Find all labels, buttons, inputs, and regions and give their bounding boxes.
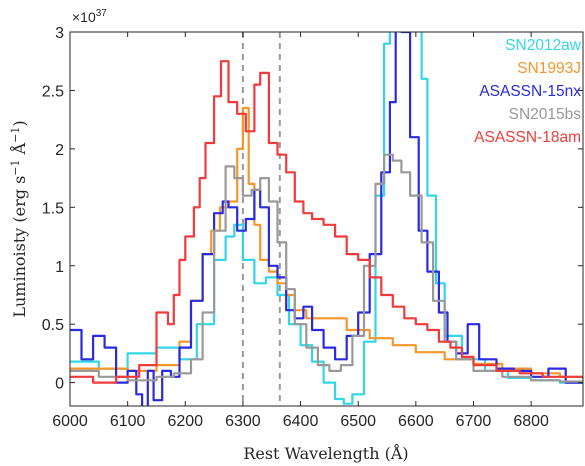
legend-entry: SN1993J: [517, 60, 581, 77]
x-tick-label: 6400: [283, 413, 319, 430]
y-axis: 0 0.5 1 1.5 2 2.5 3: [42, 25, 583, 393]
series-line-asassn-18am: [70, 60, 583, 384]
legend-entry: ASASSN-18am: [474, 129, 581, 146]
y-multiplier: ×1037: [72, 8, 107, 25]
y-tick-label: 1.5: [42, 200, 64, 217]
y-tick-label: 3: [55, 25, 64, 42]
y-tick-label: 2: [55, 142, 64, 159]
legend-entry: ASASSN-15nx: [479, 83, 581, 100]
legend: SN2012aw SN1993J ASASSN-15nx SN2015bs ASASSN…: [474, 37, 582, 146]
legend-entry: SN2012aw: [505, 37, 582, 54]
x-tick-label: 6500: [340, 413, 376, 430]
x-tick-label: 6800: [513, 413, 549, 430]
x-tick-label: 6100: [110, 413, 146, 430]
x-tick-label: 6000: [52, 413, 88, 430]
legend-entry: SN2015bs: [509, 106, 582, 123]
y-tick-label: 2.5: [42, 83, 64, 100]
y-tick-label: 0.5: [42, 317, 64, 334]
x-axis-title: Rest Wavelength (Å): [243, 443, 408, 463]
spectra-series: [70, 32, 583, 406]
y-axis-title: Luminoisty (erg s−1 Å−1): [9, 120, 29, 317]
series-line-sn2015bs: [70, 153, 583, 383]
x-tick-label: 6700: [456, 413, 492, 430]
x-tick-label: 6300: [225, 413, 261, 430]
x-tick-label: 6200: [167, 413, 203, 430]
plot-frame: [69, 31, 584, 407]
y-tick-label: 1: [55, 259, 64, 276]
x-axis: 6000 6100 6200 6300 6400 6500 6600 6700 6800: [52, 32, 549, 430]
x-tick-label: 6600: [398, 413, 434, 430]
y-tick-label: 0: [55, 376, 64, 393]
reference-lines: [241, 32, 281, 406]
